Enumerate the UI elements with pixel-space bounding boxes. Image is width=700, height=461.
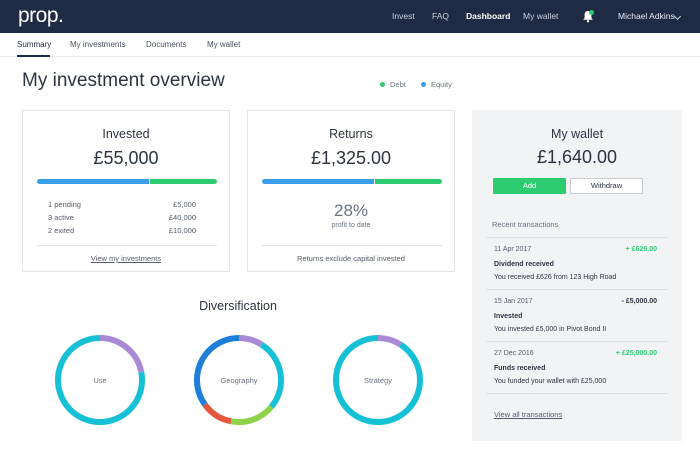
page-title: My investment overview: [22, 70, 225, 91]
nav-my-wallet[interactable]: My wallet: [523, 11, 559, 21]
tab-summary[interactable]: Summary: [17, 40, 52, 49]
strategy-donut-svg: [333, 335, 423, 425]
nav-invest[interactable]: Invest: [392, 11, 415, 21]
invested-amount: £55,000: [93, 148, 159, 168]
use-donut-segment-1: [55, 335, 145, 425]
nav-dashboard[interactable]: Dashboard: [466, 11, 511, 21]
stat-label: 1 pending: [48, 200, 81, 209]
transaction-date: 27 Dec 2016: [494, 350, 534, 357]
legend-debt-label: Debt: [390, 80, 406, 89]
donut-label-strategy: Strategy: [364, 376, 392, 385]
active-tab-indicator: [17, 55, 50, 57]
wallet-title: My wallet: [550, 127, 604, 141]
diversification-title: Diversification: [199, 299, 277, 313]
prop-logo[interactable]: prop.: [18, 4, 64, 27]
invested-bar-equity: [149, 179, 217, 184]
tab-documents[interactable]: Documents: [146, 40, 187, 49]
stat-value: £5,000: [173, 200, 196, 209]
donut-label-geography: Geography: [220, 376, 258, 385]
transaction-item: 11 Apr 2017 + £626.00 Dividend received …: [494, 246, 657, 284]
stat-label: 3 active: [48, 213, 74, 222]
returns-amount: £1,325.00: [310, 148, 392, 168]
transaction-amount: + £626.00: [625, 246, 657, 253]
transaction-item: 27 Dec 2016 + £25,000.00 Funds received …: [494, 350, 657, 388]
strategy-donut-segment-1: [333, 335, 423, 425]
transaction-description: You received £626 from 123 High Road: [494, 274, 617, 281]
divider: [37, 245, 217, 246]
donut-label-use: Use: [93, 376, 107, 385]
returns-footnote: Returns exclude capital invested: [297, 254, 405, 263]
transaction-type: Dividend received: [494, 261, 554, 268]
transaction-type: Funds received: [494, 365, 546, 372]
geography-donut-svg: [194, 335, 284, 425]
top-navigation-bar: prop. Invest FAQ Dashboard My wallet Mic…: [0, 0, 700, 33]
invested-card: Invested £55,000 1 pending £5,000 3 acti…: [22, 110, 230, 272]
returns-split-bar: [262, 179, 442, 184]
invested-split-bar: [37, 179, 217, 184]
divider: [262, 245, 442, 246]
nav-faq[interactable]: FAQ: [432, 11, 450, 21]
wallet-balance: £1,640.00: [536, 147, 618, 167]
legend-equity-label: Equity: [431, 80, 452, 89]
invested-bar-debt: [37, 179, 149, 184]
divider: [486, 393, 668, 394]
wallet-panel: My wallet £1,640.00 Add Withdraw Recent …: [472, 110, 682, 441]
divider: [486, 341, 668, 342]
returns-bar-debt: [262, 179, 374, 184]
legend-equity-dot: [421, 82, 426, 87]
notification-badge: [589, 10, 594, 15]
stat-value: £10,000: [168, 226, 196, 235]
add-funds-button[interactable]: Add: [493, 178, 566, 194]
geography-donut-segment-1: [194, 335, 284, 425]
stat-label: 2 exited: [48, 226, 75, 235]
transaction-item: 15 Jan 2017 - £5,000.00 Invested You inv…: [494, 298, 657, 336]
tab-my-investments[interactable]: My investments: [70, 40, 126, 49]
returns-card: Returns £1,325.00 28% profit to date Ret…: [247, 110, 455, 272]
transaction-type: Invested: [494, 313, 523, 320]
geography-donut-segment-4: [194, 335, 284, 425]
user-menu[interactable]: Michael Adkins: [618, 11, 675, 21]
recent-transactions-heading: Recent transactions: [492, 220, 559, 229]
transaction-date: 11 Apr 2017: [494, 246, 532, 253]
stat-value: £40,000: [168, 213, 196, 222]
chevron-down-icon[interactable]: [673, 12, 682, 21]
tab-my-wallet[interactable]: My wallet: [207, 40, 241, 49]
transaction-amount: - £5,000.00: [621, 298, 657, 305]
transaction-date: 15 Jan 2017: [494, 298, 533, 305]
divider: [486, 289, 668, 290]
profit-percentage: 28%: [333, 201, 369, 220]
bar-gap: [148, 179, 150, 184]
transaction-amount: + £25,000.00: [615, 350, 657, 357]
view-all-transactions-link[interactable]: View all transactions: [494, 410, 563, 419]
profit-label: profit to date: [331, 222, 371, 229]
strategy-donut-chart: Strategy: [330, 332, 426, 428]
use-donut-chart: Use: [52, 332, 148, 428]
use-donut-svg: [55, 335, 145, 425]
returns-title: Returns: [329, 127, 373, 141]
geography-donut-chart: Geography: [191, 332, 287, 428]
withdraw-button[interactable]: Withdraw: [570, 178, 643, 194]
transaction-description: You invested £5,000 in Pivot Bond II: [494, 326, 607, 333]
transaction-description: You funded your wallet with £25,000: [494, 378, 607, 385]
geography-donut-segment-2: [194, 335, 284, 425]
bar-gap: [373, 179, 375, 184]
divider: [486, 237, 668, 238]
sub-navigation: Summary My investments Documents My wall…: [0, 33, 700, 57]
invested-title: Invested: [102, 127, 150, 141]
legend-debt-dot: [380, 82, 385, 87]
returns-bar-equity: [374, 179, 442, 184]
view-my-investments-link[interactable]: View my investments: [90, 254, 162, 263]
